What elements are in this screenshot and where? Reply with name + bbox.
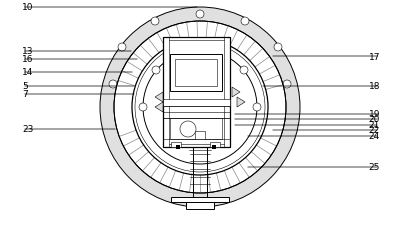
Circle shape xyxy=(143,51,257,164)
Text: 5: 5 xyxy=(22,82,28,91)
Bar xyxy=(186,202,214,209)
Circle shape xyxy=(152,67,160,75)
Bar xyxy=(176,145,180,149)
Bar xyxy=(170,119,222,139)
Bar xyxy=(210,142,220,147)
Text: 22: 22 xyxy=(369,126,380,135)
Circle shape xyxy=(180,122,196,137)
Text: 24: 24 xyxy=(369,132,380,141)
Text: 21: 21 xyxy=(368,121,380,130)
Text: 14: 14 xyxy=(22,68,33,77)
Circle shape xyxy=(253,103,261,112)
Bar xyxy=(195,131,205,139)
Circle shape xyxy=(274,121,282,128)
Text: 17: 17 xyxy=(368,52,380,61)
Circle shape xyxy=(151,18,159,26)
Circle shape xyxy=(283,81,291,89)
Polygon shape xyxy=(155,103,163,112)
Bar xyxy=(171,142,181,147)
Bar xyxy=(171,197,229,202)
Circle shape xyxy=(100,8,300,207)
Polygon shape xyxy=(155,93,163,103)
Circle shape xyxy=(196,160,204,168)
Circle shape xyxy=(240,67,248,75)
Circle shape xyxy=(151,150,159,158)
Text: 10: 10 xyxy=(22,3,33,12)
Bar xyxy=(175,60,217,87)
Text: 23: 23 xyxy=(22,125,33,134)
Text: 25: 25 xyxy=(368,163,380,172)
Circle shape xyxy=(118,121,126,128)
Bar xyxy=(170,55,222,92)
Bar xyxy=(163,100,230,106)
Circle shape xyxy=(196,11,204,19)
Circle shape xyxy=(118,44,126,52)
Bar xyxy=(212,145,216,149)
Text: 18: 18 xyxy=(368,82,380,91)
Circle shape xyxy=(274,44,282,52)
Text: 19: 19 xyxy=(368,110,380,119)
Circle shape xyxy=(109,81,117,89)
Circle shape xyxy=(241,18,249,26)
Polygon shape xyxy=(237,97,245,108)
Text: 16: 16 xyxy=(22,55,33,64)
Circle shape xyxy=(241,150,249,158)
Text: 7: 7 xyxy=(22,90,28,99)
Circle shape xyxy=(114,22,286,193)
Circle shape xyxy=(139,103,147,112)
Text: 20: 20 xyxy=(368,115,380,124)
Polygon shape xyxy=(232,88,240,97)
Bar xyxy=(163,38,230,147)
Text: 13: 13 xyxy=(22,47,33,56)
